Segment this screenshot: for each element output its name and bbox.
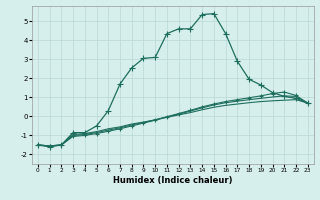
X-axis label: Humidex (Indice chaleur): Humidex (Indice chaleur) [113,176,233,185]
